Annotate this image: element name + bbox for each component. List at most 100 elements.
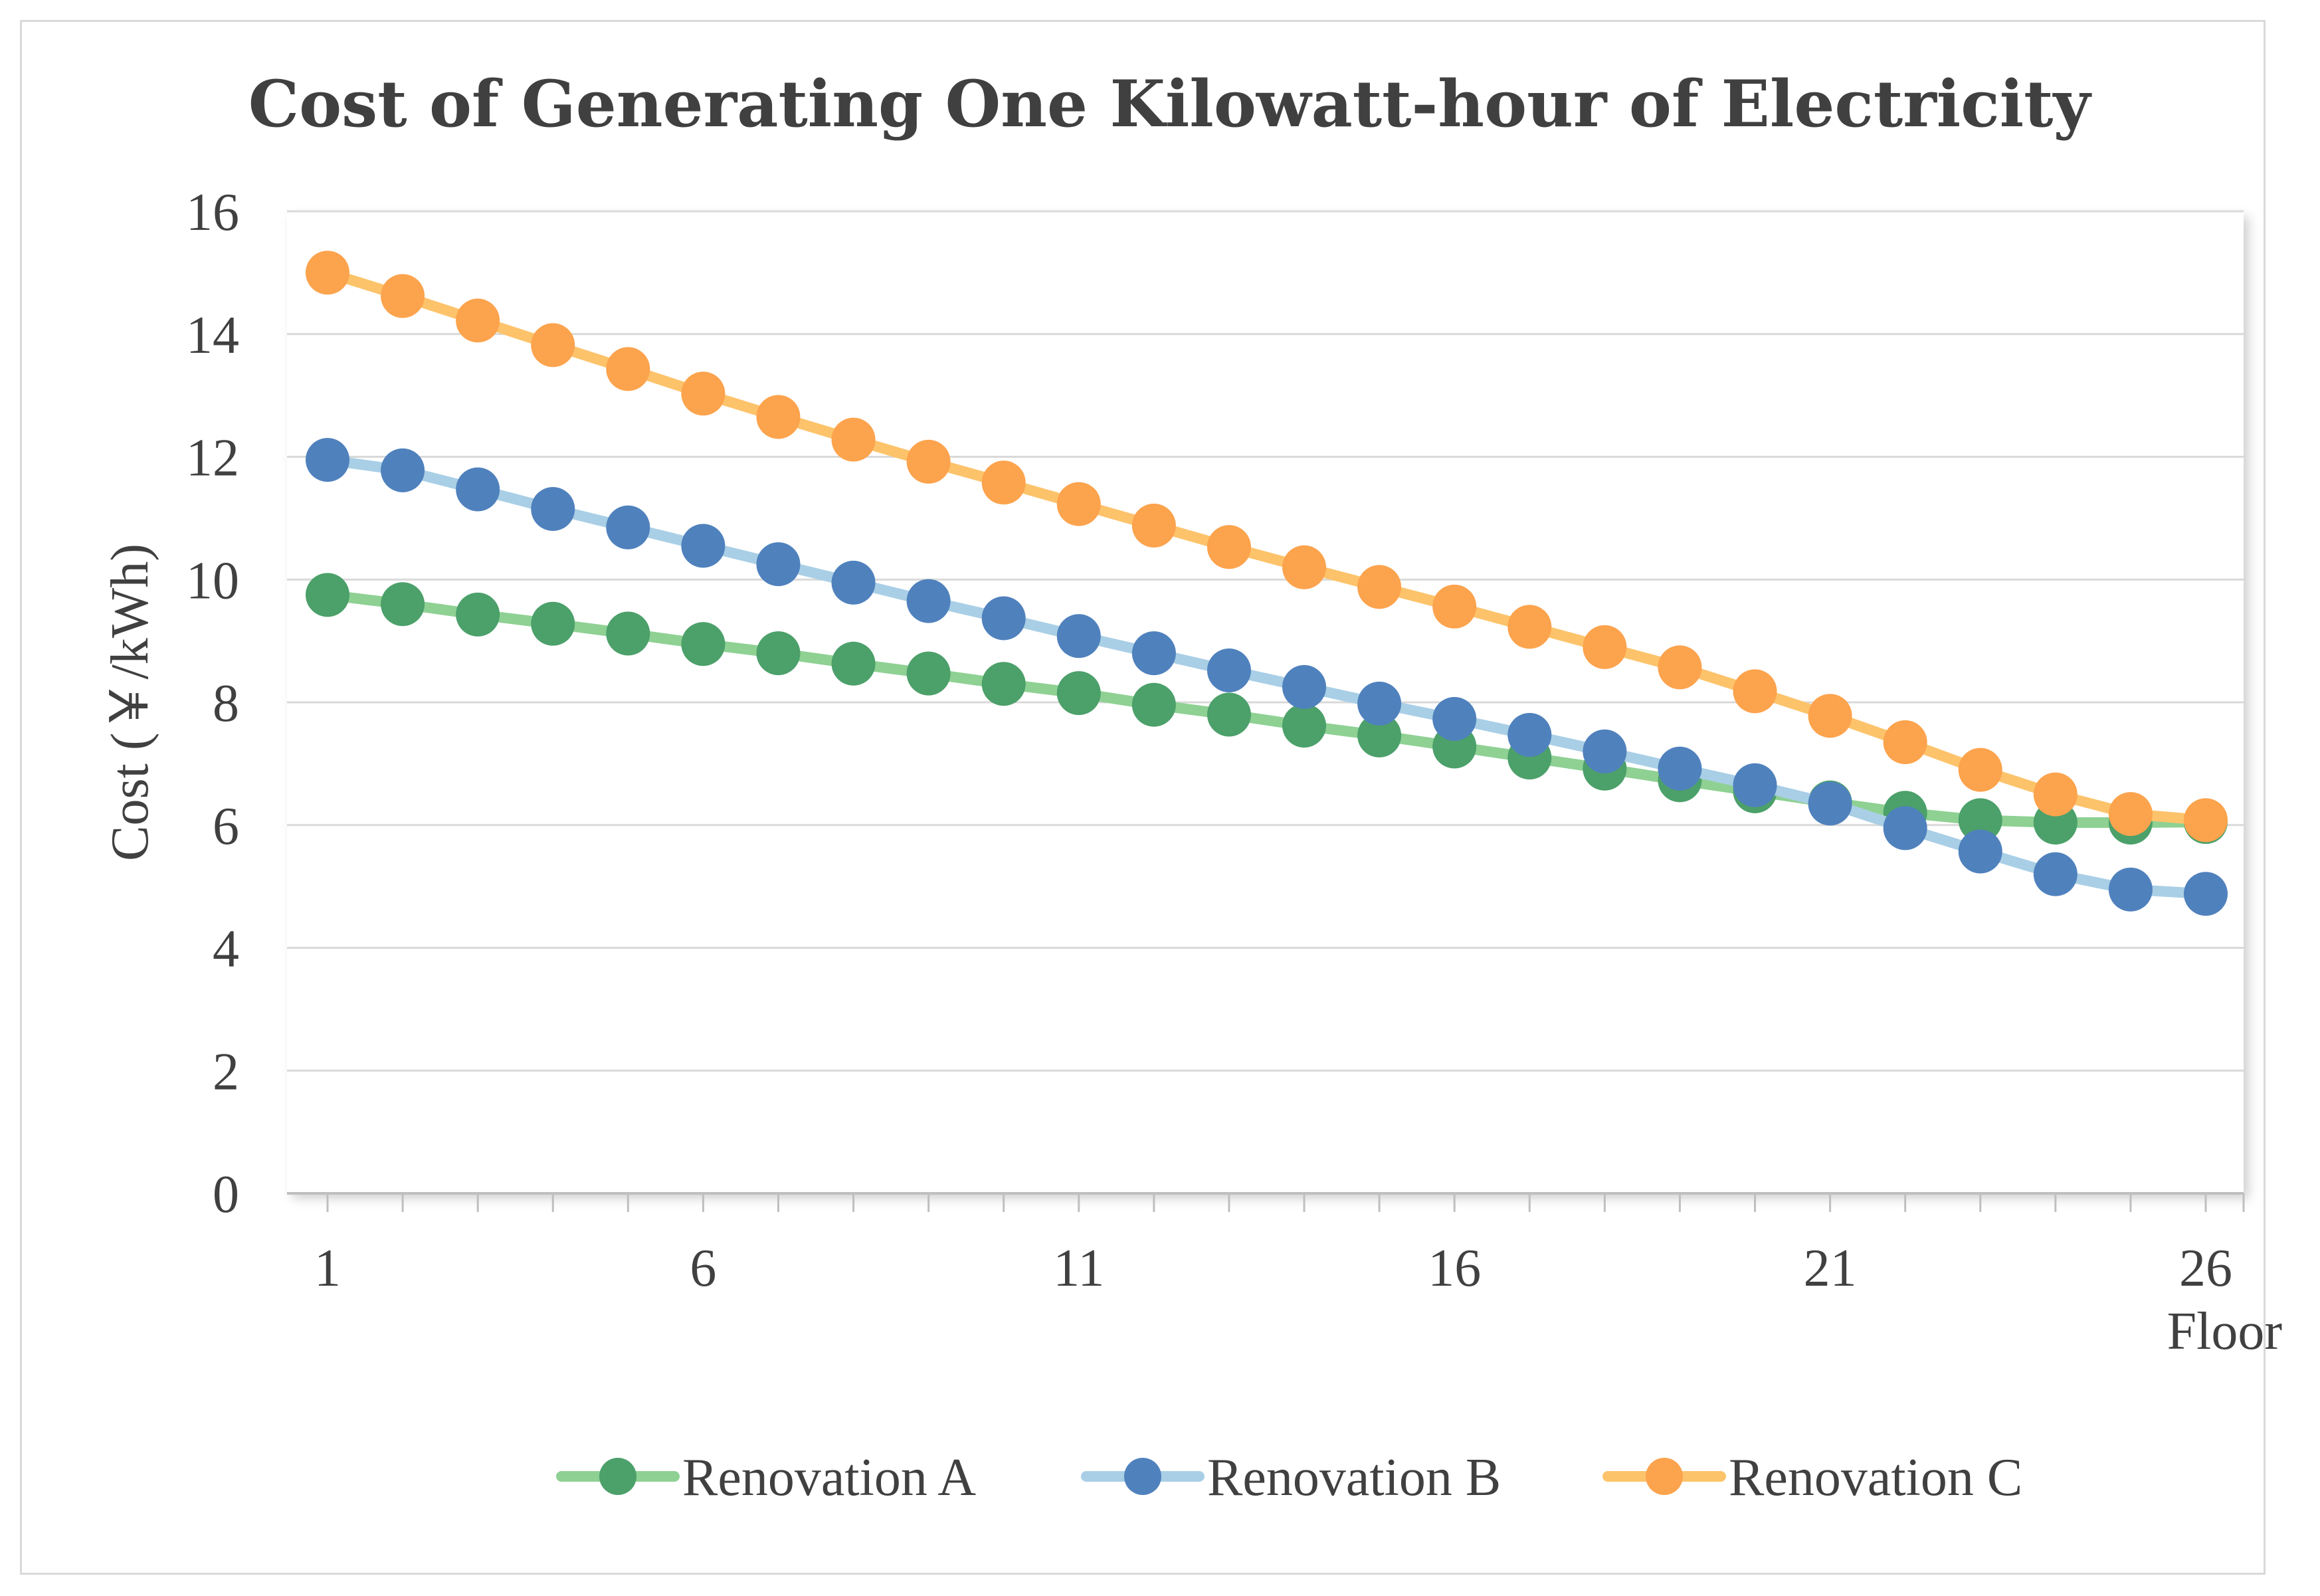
data-point [906, 651, 951, 696]
data-point [381, 274, 425, 318]
x-axis-label: Floor [2167, 1302, 2282, 1361]
data-point [681, 371, 725, 416]
y-tick-label: 6 [213, 797, 239, 856]
data-point [1131, 503, 1176, 548]
data-point [1357, 713, 1402, 757]
data-point [1658, 746, 1702, 791]
data-point [381, 448, 425, 492]
y-tick-label: 10 [186, 551, 239, 610]
data-point [1958, 829, 2002, 874]
data-point [1282, 545, 1327, 589]
data-point [1056, 614, 1101, 658]
legend-label: Renovation A [682, 1448, 976, 1507]
data-point [2033, 852, 2078, 896]
x-axis: 1 6 11 16 21 26 [287, 1192, 2245, 1298]
data-point [1958, 798, 2002, 843]
data-point [381, 582, 425, 627]
data-point [1808, 781, 1852, 826]
series-layer [306, 250, 2228, 916]
data-point [306, 438, 349, 482]
data-point [1056, 671, 1101, 716]
data-point [1282, 704, 1327, 748]
x-tick-label: 6 [690, 1239, 716, 1298]
data-point [1733, 669, 1777, 714]
x-tick-label: 16 [1428, 1239, 1481, 1298]
data-point [1207, 525, 1251, 569]
x-tick-label: 1 [314, 1239, 341, 1298]
data-point [2033, 772, 2078, 817]
data-point [531, 323, 575, 367]
legend-item: Renovation B [1081, 1448, 1501, 1507]
x-tick-label: 21 [1804, 1239, 1857, 1298]
legend-marker [1124, 1458, 1161, 1495]
x-tick-label: 11 [1053, 1239, 1104, 1298]
data-point [606, 611, 650, 656]
data-point [1432, 696, 1477, 741]
data-point [531, 601, 575, 646]
data-point [1733, 763, 1777, 807]
data-point [1357, 681, 1402, 726]
data-point [606, 505, 650, 549]
series-renovation-c [306, 250, 2228, 843]
legend-label: Renovation C [1729, 1448, 2022, 1507]
data-point [1056, 482, 1101, 526]
data-point [1432, 584, 1477, 629]
data-point [1658, 645, 1702, 690]
data-point [831, 641, 876, 686]
series-renovation-b [306, 438, 2228, 916]
data-point [2184, 798, 2228, 843]
data-point [756, 395, 801, 439]
data-point [2108, 792, 2153, 837]
data-point [531, 487, 575, 532]
data-point [831, 560, 876, 605]
data-point [1883, 720, 1927, 765]
data-point [1131, 682, 1176, 727]
data-point [306, 250, 349, 295]
data-point [606, 347, 650, 391]
legend-item: Renovation C [1602, 1448, 2022, 1507]
data-point [1207, 692, 1251, 737]
data-point [456, 467, 500, 512]
chart-title: Cost of Generating One Kilowatt-hour of … [248, 66, 2093, 142]
legend-label: Renovation B [1207, 1448, 1501, 1507]
data-point [1883, 806, 1927, 850]
data-point [1507, 712, 1552, 757]
data-point [1583, 729, 1627, 773]
data-point [981, 662, 1026, 706]
data-point [981, 596, 1026, 641]
y-tick-label: 0 [213, 1165, 239, 1224]
y-axis-label: Cost (￥/kWh) [101, 544, 159, 861]
data-point [1207, 648, 1251, 692]
data-point [1808, 694, 1852, 738]
data-point [1583, 625, 1627, 669]
data-point [681, 622, 725, 666]
data-point [756, 631, 801, 676]
data-point [1282, 664, 1327, 709]
data-point [681, 524, 725, 568]
y-tick-label: 14 [186, 306, 239, 365]
legend: Renovation A Renovation B Renovation C [556, 1448, 2022, 1507]
legend-marker [1646, 1458, 1683, 1495]
y-tick-label: 2 [213, 1043, 239, 1101]
y-tick-label: 16 [186, 183, 239, 242]
data-point [831, 417, 876, 462]
data-point [906, 439, 951, 484]
y-axis-ticks: 0 2 4 6 8 10 12 14 16 [186, 183, 239, 1224]
y-tick-label: 4 [213, 920, 239, 979]
data-point [906, 579, 951, 623]
data-point [1357, 565, 1402, 609]
legend-item: Renovation A [556, 1448, 976, 1507]
data-point [1131, 631, 1176, 676]
data-point [456, 592, 500, 637]
data-point [2184, 872, 2228, 916]
data-point [1507, 605, 1552, 649]
data-point [981, 460, 1026, 505]
x-tick-label: 26 [2179, 1239, 2232, 1298]
y-tick-label: 12 [186, 429, 239, 488]
data-point [306, 573, 349, 617]
y-tick-label: 8 [213, 674, 239, 733]
data-point [2108, 867, 2153, 912]
data-point [1958, 748, 2002, 792]
data-point [756, 542, 801, 587]
